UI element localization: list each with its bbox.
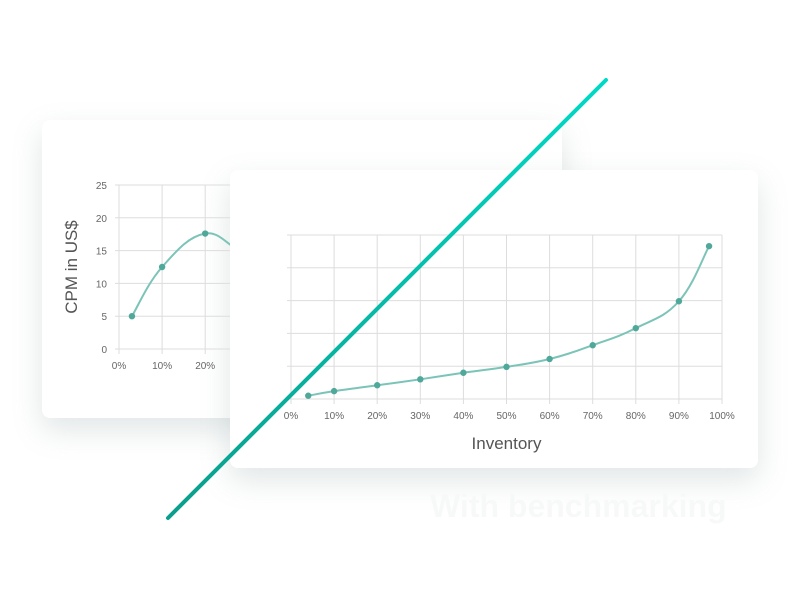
x-axis-label: Inventory	[472, 434, 542, 453]
x-tick-label: 90%	[669, 411, 689, 422]
data-point	[589, 342, 596, 349]
chart-right: 0% 10% 20% 30% 40% 50% 60% 70% 80% 90% 100% Invento…	[284, 234, 735, 453]
y-tick-label: 20	[96, 214, 108, 225]
data-point	[503, 363, 510, 371]
x-tick-label: 50%	[496, 411, 516, 422]
data-point	[305, 392, 312, 399]
y-tick-label: 15	[96, 247, 108, 258]
data-point	[202, 230, 209, 237]
x-tick-label: 20%	[367, 411, 387, 422]
data-point	[374, 382, 381, 389]
data-point	[632, 324, 639, 332]
x-tick-label: 20%	[195, 361, 215, 372]
data-point	[330, 387, 338, 395]
diagonal-divider	[166, 78, 608, 520]
x-tick-label: 30%	[410, 411, 430, 422]
data-point	[158, 263, 166, 271]
x-tick-label: 60%	[540, 411, 560, 422]
data-point	[417, 376, 424, 383]
tagline: With benchmarking	[430, 488, 727, 524]
data-point	[705, 242, 713, 250]
y-tick-label: 5	[101, 312, 107, 323]
x-tick-label: 80%	[626, 411, 646, 422]
y-tick-label: 25	[96, 181, 108, 192]
x-tick-label: 10%	[324, 411, 344, 422]
chart-card-right-bg	[230, 170, 758, 468]
data-point	[546, 355, 553, 363]
y-tick-label: 10	[96, 279, 108, 290]
y-axis-label: CPM in US$	[62, 220, 81, 314]
x-tick-label: 0%	[112, 361, 127, 372]
x-tick-label: 40%	[453, 411, 473, 422]
y-tick-label: 0	[101, 345, 107, 356]
data-point	[675, 298, 683, 305]
data-point	[128, 313, 136, 320]
x-tick-label: 0%	[284, 411, 299, 422]
x-tick-label: 70%	[583, 411, 603, 422]
data-point	[460, 369, 467, 376]
x-tick-label: 100%	[709, 411, 735, 422]
x-tick-label: 10%	[152, 361, 172, 372]
